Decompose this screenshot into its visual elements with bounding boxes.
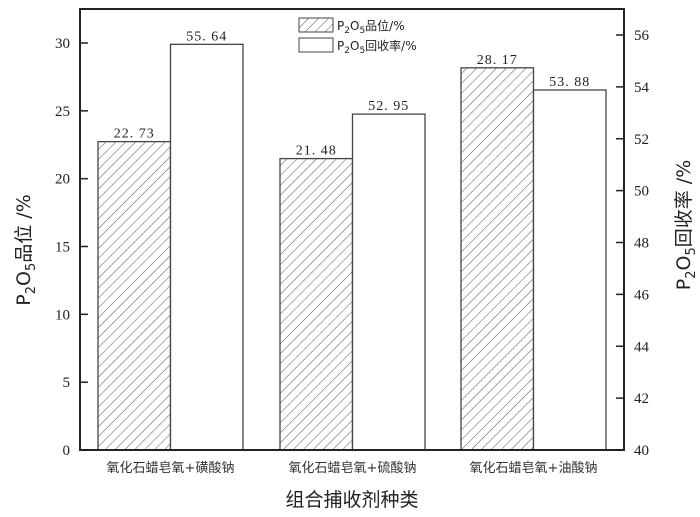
right-tick-label: 44 <box>634 339 650 355</box>
left-tick-label: 20 <box>55 172 70 188</box>
left-tick-label: 0 <box>63 443 71 459</box>
x-category-label: 氧化石蜡皂氧+磺酸钠 <box>107 461 235 476</box>
bar-grade <box>460 67 535 451</box>
bar-grade-value-label: 22. 73 <box>114 127 155 142</box>
bar-grade <box>279 157 354 451</box>
x-axis-category-labels: 氧化石蜡皂氧+磺酸钠 氧化石蜡皂氧+硫酸钠 氧化石蜡皂氧+油酸钠 <box>107 461 598 476</box>
x-axis-title: 组合捕收剂种类 <box>285 489 418 511</box>
bar-recovery <box>351 113 426 451</box>
left-tick-label: 10 <box>55 307 70 323</box>
bars-layer <box>97 43 607 451</box>
left-tick-label: 5 <box>63 375 71 391</box>
bar-grade-value-label: 28. 17 <box>477 53 518 68</box>
left-tick-label: 30 <box>55 36 70 52</box>
right-tick-label: 52 <box>634 132 649 148</box>
left-tick-label: 15 <box>55 240 70 256</box>
legend-item-grade: P2O5品位/% <box>337 18 405 36</box>
legend-item-recovery: P2O5回收率/% <box>337 38 417 56</box>
left-tick-label: 25 <box>55 104 70 120</box>
bar-value-labels: 22. 73 55. 64 21. 48 52. 95 28. 17 53. 88 <box>114 29 590 159</box>
bar-recovery-value-label: 53. 88 <box>549 75 590 90</box>
x-category-label: 氧化石蜡皂氧+硫酸钠 <box>289 461 417 476</box>
right-y-axis-title: P2O5回收率 /% <box>673 160 699 291</box>
right-tick-label: 46 <box>634 287 650 303</box>
right-tick-label: 42 <box>634 391 649 407</box>
bar-grade-value-label: 21. 48 <box>296 144 337 159</box>
bar-recovery <box>169 43 244 451</box>
bar-recovery <box>532 89 607 451</box>
bar-recovery-value-label: 55. 64 <box>186 29 227 44</box>
right-tick-label: 48 <box>634 236 649 252</box>
bar-recovery-value-label: 52. 95 <box>368 99 409 114</box>
legend: P2O5品位/% P2O5回收率/% <box>298 17 417 56</box>
plot-frame <box>79 8 625 451</box>
bar-grade <box>97 140 172 451</box>
legend-swatch-white <box>298 37 334 53</box>
right-y-axis: 40 42 44 46 48 50 52 54 56 <box>616 28 650 459</box>
right-tick-label: 54 <box>634 80 650 96</box>
legend-swatch-hatched <box>298 17 334 33</box>
left-y-axis-title: P2O5品位 /% <box>13 194 39 306</box>
left-y-axis: 0 5 10 15 20 25 30 <box>55 36 88 459</box>
right-tick-label: 40 <box>634 443 649 459</box>
right-tick-label: 56 <box>634 28 650 44</box>
right-tick-label: 50 <box>634 184 649 200</box>
x-category-label: 氧化石蜡皂氧+油酸钠 <box>470 461 598 476</box>
